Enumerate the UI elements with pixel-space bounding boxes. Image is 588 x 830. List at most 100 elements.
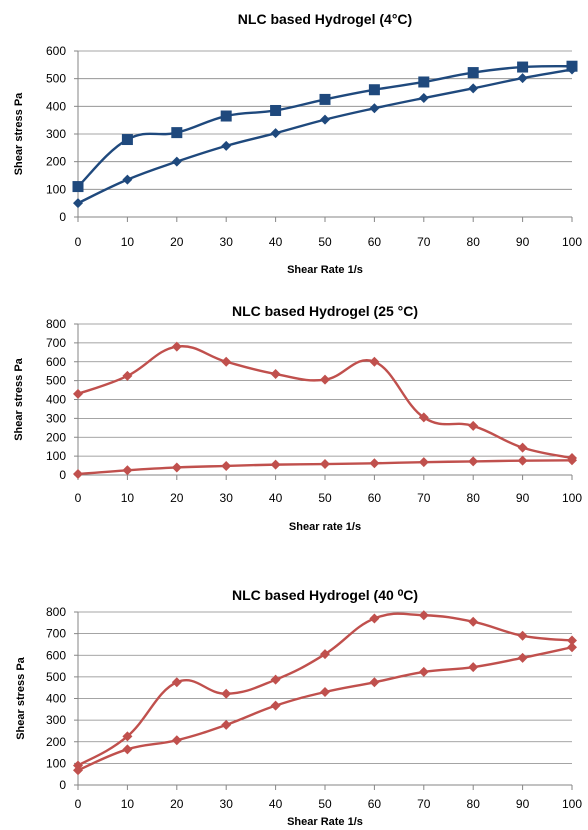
data-point xyxy=(369,458,380,469)
data-point xyxy=(517,455,528,466)
x-tick-label: 50 xyxy=(318,235,332,249)
data-point xyxy=(270,369,281,380)
y-tick-label: 400 xyxy=(46,393,66,407)
x-tick-label: 80 xyxy=(467,235,481,249)
y-tick-label: 800 xyxy=(46,605,66,619)
data-point xyxy=(418,666,429,677)
y-tick-label: 500 xyxy=(46,670,66,684)
data-point xyxy=(467,67,479,79)
y-tick-label: 0 xyxy=(59,468,66,482)
y-tick-label: 300 xyxy=(46,127,66,141)
x-tick-label: 80 xyxy=(467,491,481,505)
y-tick-label: 100 xyxy=(46,182,66,196)
data-point xyxy=(369,677,380,688)
chart-2: NLC based Hydrogel (25 °C)01002003004005… xyxy=(13,303,582,533)
y-tick-label: 0 xyxy=(59,778,66,792)
data-point xyxy=(171,462,182,473)
y-tick-label: 200 xyxy=(46,735,66,749)
y-tick-label: 400 xyxy=(46,692,66,706)
data-point xyxy=(220,110,232,122)
data-point xyxy=(73,198,83,209)
data-point xyxy=(73,765,83,776)
data-point xyxy=(567,635,577,646)
data-point xyxy=(468,456,479,467)
x-axis-label: Shear Rate 1/s xyxy=(287,816,363,828)
y-tick-label: 600 xyxy=(46,44,66,58)
y-axis-label: Shear stress Pa xyxy=(15,656,27,739)
data-point xyxy=(73,469,83,480)
x-tick-label: 10 xyxy=(121,235,135,249)
x-tick-label: 70 xyxy=(417,491,431,505)
y-tick-label: 600 xyxy=(46,648,66,662)
y-tick-label: 500 xyxy=(46,374,66,388)
data-point xyxy=(418,412,429,423)
data-point xyxy=(369,356,380,367)
data-point xyxy=(122,465,133,476)
series-line xyxy=(77,68,573,205)
x-tick-label: 80 xyxy=(467,797,481,811)
data-point xyxy=(72,181,84,193)
data-point xyxy=(369,103,380,114)
data-point xyxy=(320,459,330,470)
y-tick-label: 300 xyxy=(46,411,66,425)
data-point xyxy=(319,93,331,105)
x-tick-label: 90 xyxy=(516,235,530,249)
data-point xyxy=(221,460,232,471)
data-point xyxy=(468,616,479,627)
x-tick-label: 40 xyxy=(269,491,283,505)
y-tick-label: 800 xyxy=(46,317,66,331)
data-point xyxy=(517,442,528,453)
data-point xyxy=(171,677,182,688)
y-tick-label: 500 xyxy=(46,72,66,86)
x-tick-label: 0 xyxy=(75,797,82,811)
y-tick-label: 100 xyxy=(46,449,66,463)
x-tick-label: 50 xyxy=(318,797,332,811)
data-point xyxy=(517,61,529,73)
data-point xyxy=(221,688,232,699)
x-tick-label: 60 xyxy=(368,797,382,811)
x-tick-label: 0 xyxy=(75,235,82,249)
series-line xyxy=(77,345,573,460)
x-tick-label: 20 xyxy=(170,235,184,249)
x-tick-label: 20 xyxy=(170,491,184,505)
x-tick-label: 0 xyxy=(75,491,82,505)
data-point xyxy=(122,744,133,755)
data-point xyxy=(468,420,479,431)
data-point xyxy=(122,370,133,381)
data-point xyxy=(270,700,281,711)
x-axis-label: Shear Rate 1/s xyxy=(287,264,363,276)
data-point xyxy=(320,687,330,698)
chart-title: NLC based Hydrogel (25 °C) xyxy=(232,303,418,319)
data-point xyxy=(418,93,429,104)
data-point xyxy=(567,64,577,75)
data-point xyxy=(369,613,380,624)
data-point xyxy=(122,731,133,742)
x-tick-label: 100 xyxy=(562,235,582,249)
x-tick-label: 100 xyxy=(562,797,582,811)
x-tick-label: 60 xyxy=(368,491,382,505)
chart-title: NLC based Hydrogel (4°C) xyxy=(238,11,412,27)
data-point xyxy=(270,104,282,116)
x-tick-label: 40 xyxy=(269,235,283,249)
x-tick-label: 10 xyxy=(121,797,135,811)
y-tick-label: 700 xyxy=(46,627,66,641)
data-point xyxy=(320,114,330,125)
y-axis-label: Shear stress Pa xyxy=(13,92,25,175)
data-point xyxy=(517,652,528,663)
x-tick-label: 30 xyxy=(220,797,234,811)
y-tick-label: 200 xyxy=(46,155,66,169)
data-point xyxy=(517,73,528,84)
y-axis-label: Shear stress Pa xyxy=(13,357,25,440)
data-point xyxy=(121,134,133,146)
x-tick-label: 30 xyxy=(220,491,234,505)
data-point xyxy=(567,455,577,466)
series-line xyxy=(77,646,573,772)
data-point xyxy=(221,719,232,730)
data-point xyxy=(73,388,83,399)
data-point xyxy=(221,356,232,367)
x-tick-label: 90 xyxy=(516,491,530,505)
data-point xyxy=(122,174,133,185)
x-axis-label: Shear rate 1/s xyxy=(289,521,361,533)
x-tick-label: 50 xyxy=(318,491,332,505)
data-point xyxy=(517,630,528,641)
